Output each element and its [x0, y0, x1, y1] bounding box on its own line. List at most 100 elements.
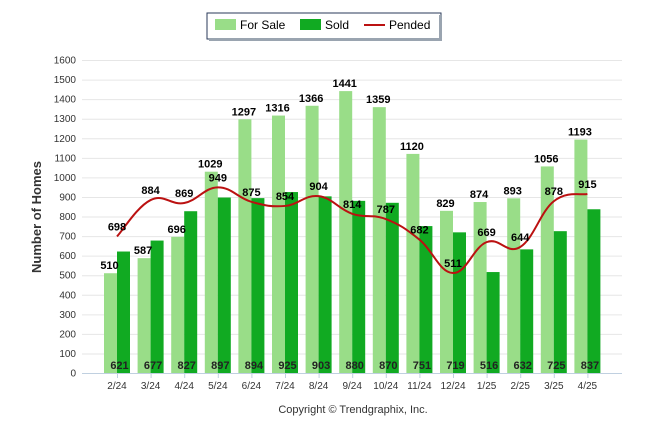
bar-for-sale	[137, 258, 151, 373]
y-tick-label: 900	[59, 192, 76, 203]
label-for-sale: 1316	[265, 103, 289, 115]
label-pended: 869	[175, 188, 193, 200]
x-tick-label: 3/25	[544, 381, 564, 392]
bar-for-sale	[305, 105, 319, 374]
y-tick-label: 1500	[54, 75, 77, 86]
bar-for-sale	[540, 166, 554, 373]
bar-for-sale	[339, 91, 353, 374]
legend-label-for-sale: For Sale	[240, 18, 286, 32]
x-tick-label: 2/25	[510, 381, 530, 392]
label-sold: 827	[178, 360, 196, 372]
legend-shadow	[209, 38, 442, 41]
bar-for-sale	[238, 119, 252, 373]
label-pended: 682	[410, 225, 428, 237]
label-sold: 725	[547, 360, 565, 372]
x-tick-label: 4/25	[578, 381, 598, 392]
y-tick-label: 400	[59, 290, 76, 301]
label-pended: 511	[444, 258, 462, 270]
label-for-sale: 1120	[400, 141, 424, 153]
label-pended: 915	[578, 179, 596, 191]
label-sold: 632	[514, 360, 532, 372]
bar-for-sale	[406, 153, 420, 373]
label-for-sale: 1193	[568, 127, 592, 139]
bar-sold	[587, 209, 601, 373]
label-pended: 787	[377, 204, 395, 216]
label-sold: 870	[379, 360, 397, 372]
label-for-sale: 1359	[366, 94, 390, 106]
y-tick-label: 1400	[54, 95, 77, 106]
y-tick-label: 800	[59, 212, 76, 223]
label-pended: 904	[309, 181, 328, 193]
x-tick-label: 8/24	[309, 381, 329, 392]
bar-sold	[184, 211, 198, 373]
label-sold: 925	[278, 360, 296, 372]
label-for-sale: 874	[470, 189, 489, 201]
label-pended: 854	[276, 191, 295, 203]
label-pended: 875	[242, 187, 260, 199]
bar-sold	[553, 231, 567, 373]
label-for-sale: 1366	[299, 93, 323, 105]
y-tick-label: 1600	[54, 56, 77, 67]
label-pended: 884	[141, 185, 160, 197]
label-sold: 894	[245, 360, 264, 372]
bars	[104, 91, 601, 374]
bar-sold	[217, 197, 231, 373]
y-axis: 0 100 200 300 400 500 600 700 800 900 1000 1100 1200…	[54, 56, 77, 380]
x-tick-label: 3/24	[141, 381, 161, 392]
y-tick-label: 200	[59, 329, 76, 340]
x-axis: 2/24 3/24 4/24 5/24 6/24 7/24 8/24 9/24 10/24 11/…	[107, 373, 598, 392]
x-tick-label: 4/24	[174, 381, 194, 392]
label-sold: 719	[446, 360, 464, 372]
y-tick-label: 0	[70, 369, 76, 380]
label-for-sale: 893	[504, 185, 522, 197]
label-pended: 644	[511, 232, 530, 244]
x-tick-label: 12/24	[440, 381, 465, 392]
bar-for-sale	[574, 139, 588, 373]
x-tick-label: 10/24	[373, 381, 398, 392]
bar-sold	[251, 198, 265, 373]
label-sold: 751	[413, 360, 431, 372]
bar-for-sale	[204, 171, 218, 373]
bar-for-sale	[104, 273, 117, 373]
y-tick-label: 100	[59, 349, 76, 360]
bar-sold	[453, 232, 466, 373]
x-tick-label: 11/24	[407, 381, 432, 392]
bar-for-sale	[440, 210, 453, 373]
label-for-sale: 696	[168, 224, 186, 236]
bar-for-sale	[507, 198, 521, 373]
pended-line	[116, 186, 588, 275]
bar-for-sale	[171, 236, 185, 373]
y-axis-label: Number of Homes	[29, 161, 44, 273]
legend-label-pended: Pended	[389, 18, 430, 32]
y-tick-label: 700	[59, 232, 76, 243]
label-pended: 814	[343, 199, 362, 211]
label-sold: 903	[312, 360, 330, 372]
y-tick-label: 1300	[54, 114, 77, 125]
bar-for-sale	[272, 115, 285, 374]
label-sold: 621	[110, 360, 128, 372]
y-tick-label: 1000	[54, 173, 77, 184]
y-tick-label: 300	[59, 310, 76, 321]
bar-sold	[520, 249, 534, 373]
bar-sold	[419, 226, 433, 373]
y-tick-label: 600	[59, 251, 76, 262]
bar-sold	[385, 202, 399, 373]
x-tick-label: 9/24	[342, 381, 362, 392]
label-for-sale: 1297	[232, 106, 256, 118]
legend-swatch-for-sale	[215, 19, 236, 30]
x-tick-label: 1/25	[477, 381, 497, 392]
label-for-sale: 829	[436, 198, 454, 210]
label-sold: 897	[211, 360, 229, 372]
legend-label-sold: Sold	[325, 18, 349, 32]
legend: For Sale Sold Pended	[206, 12, 442, 41]
bar-sold	[117, 251, 130, 373]
legend-shadow	[439, 15, 442, 41]
bar-sold	[150, 240, 164, 373]
bar-sold	[285, 192, 298, 373]
bar-sold	[318, 196, 332, 373]
label-pended: 878	[545, 186, 563, 198]
label-for-sale: 1441	[332, 78, 356, 90]
copyright-text: Copyright © Trendgraphix, Inc.	[278, 404, 427, 416]
label-pended: 698	[108, 221, 126, 233]
y-tick-label: 1100	[54, 153, 76, 164]
